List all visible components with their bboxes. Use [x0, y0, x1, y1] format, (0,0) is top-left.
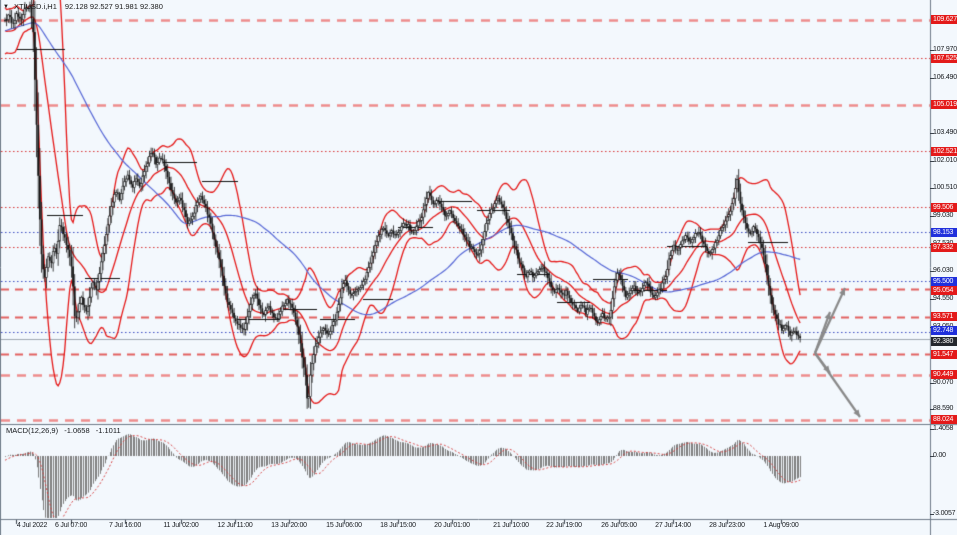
chart-symbol-timeframe: XTIUSD.i,H1 — [13, 2, 57, 11]
price-scale-label: 88.590 — [933, 405, 954, 412]
symbol-menu-icon[interactable]: ▼ — [3, 3, 9, 10]
time-scale-label: 12 Jul 11:00 — [217, 522, 253, 529]
time-scale-label: 22 Jul 19:00 — [546, 522, 582, 529]
price-scale-tick — [930, 78, 934, 79]
price-scale-label: 96.030 — [933, 267, 954, 274]
price-level-badge: 97.332 — [931, 243, 957, 252]
time-scale-label: 27 Jul 14:00 — [655, 522, 691, 529]
price-scale-tick — [930, 271, 934, 272]
macd-scale-label: 0.00 — [933, 452, 946, 459]
time-scale-label: 4 Jul 2022 — [16, 522, 48, 529]
price-level-badge: 95.500 — [931, 277, 957, 286]
price-scale-label: 102.010 — [933, 157, 957, 164]
time-scale-label: 21 Jul 10:00 — [493, 522, 529, 529]
time-scale-label: 13 Jul 20:00 — [271, 522, 307, 529]
price-level-badge: 92.380 — [931, 337, 957, 346]
time-scale-label: 6 Jul 07:00 — [54, 522, 88, 529]
macd-value-signal: -1.1011 — [95, 426, 121, 435]
price-scale-label: 106.490 — [933, 74, 957, 81]
price-scale-tick — [930, 188, 934, 189]
price-scale-label: 103.490 — [933, 129, 957, 136]
macd-scale-label: -3.0057 — [933, 510, 956, 517]
price-level-badge: 88.024 — [931, 415, 957, 424]
price-scale-label: 90.070 — [933, 379, 954, 386]
macd-scale-tick — [930, 514, 934, 515]
price-scale-tick — [930, 409, 934, 410]
time-scale-label: 28 Jul 23:00 — [709, 522, 745, 529]
macd-scale-tick — [930, 456, 934, 457]
price-level-badge: 105.019 — [931, 100, 957, 109]
price-scale-label: 100.510 — [933, 184, 957, 191]
price-level-badge: 93.571 — [931, 312, 957, 321]
time-scale-label: 18 Jul 15:00 — [380, 522, 416, 529]
time-scale-label: 26 Jul 05:00 — [601, 522, 637, 529]
price-scale-tick — [930, 50, 934, 51]
price-level-badge: 95.054 — [931, 286, 957, 295]
macd-scale-tick — [930, 429, 934, 430]
time-scale-label: 7 Jul 16:00 — [108, 522, 142, 529]
time-scale-label: 1 Aug 09:00 — [763, 522, 799, 529]
price-scale-tick — [930, 299, 934, 300]
price-scale-label: 99.030 — [933, 212, 954, 219]
price-level-badge: 91.547 — [931, 350, 957, 359]
time-scale-label: 20 Jul 01:00 — [434, 522, 470, 529]
price-level-badge: 90.449 — [931, 370, 957, 379]
price-scale-label: 94.550 — [933, 295, 954, 302]
price-scale-label: 107.970 — [933, 46, 957, 53]
macd-name: MACD(12,26,9) — [6, 426, 59, 435]
price-level-badge: 99.506 — [931, 203, 957, 212]
chart-ohlc-values: 92.128 92.527 91.981 92.380 — [64, 2, 163, 11]
price-level-badge: 98.153 — [931, 228, 957, 237]
chart-header: ▼ XTIUSD.i,H1 92.128 92.527 91.981 92.38… — [3, 2, 163, 11]
price-level-badge: 109.627 — [931, 15, 957, 24]
price-scale-tick — [930, 161, 934, 162]
time-scale-label: 15 Jul 06:00 — [326, 522, 362, 529]
price-scale-tick — [930, 383, 934, 384]
macd-scale-label: 1.4058 — [933, 425, 954, 432]
price-scale-tick — [930, 216, 934, 217]
price-level-badge: 92.748 — [931, 326, 957, 335]
price-level-badge: 102.521 — [931, 147, 957, 156]
price-scale-tick — [930, 133, 934, 134]
time-scale-label: 11 Jul 02:00 — [163, 522, 199, 529]
macd-value-main: -1.0658 — [64, 426, 90, 435]
price-level-badge: 107.525 — [931, 54, 957, 63]
macd-indicator-label: MACD(12,26,9) -1.0658 -1.1011 — [6, 426, 125, 435]
